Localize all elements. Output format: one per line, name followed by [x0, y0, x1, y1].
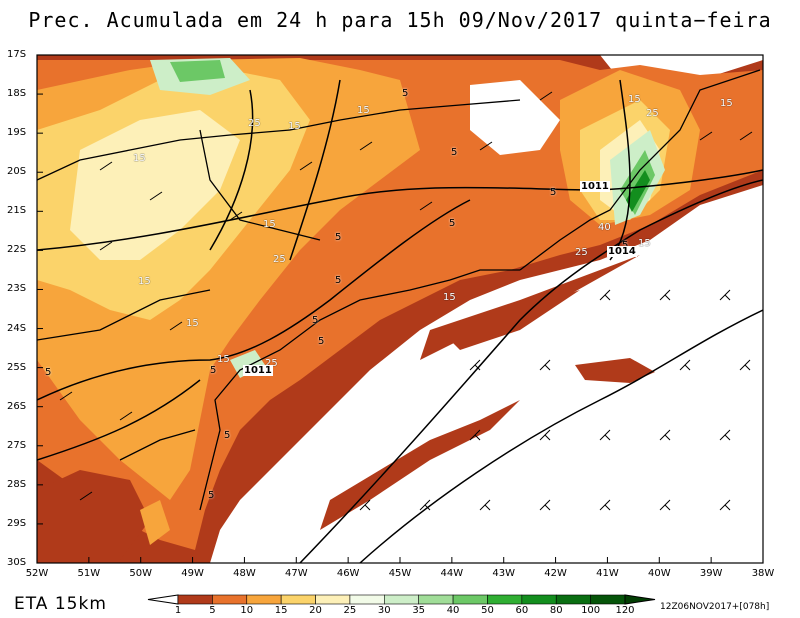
colorbar-over-triangle [624, 594, 656, 605]
colorbar-level-label: 15 [274, 605, 288, 616]
map-title: Prec. Acumulada em 24 h para 15h 09/Nov/… [28, 8, 772, 32]
lon-label: 39W [699, 568, 723, 579]
run-label: 12Z06NOV2017+[078h] [660, 602, 770, 612]
colorbar-level-label: 35 [412, 605, 426, 616]
lon-label: 44W [440, 568, 464, 579]
lat-label: 23S [7, 283, 27, 295]
colorbar-swatch [590, 594, 626, 605]
lon-label: 38W [751, 568, 775, 579]
colorbar-swatch [418, 594, 454, 605]
lon-label: 40W [647, 568, 671, 579]
lat-label: 28S [7, 478, 27, 490]
colorbar-swatch [384, 594, 419, 605]
contour-label: 5 [45, 367, 52, 378]
colorbar-level-label: 120 [615, 605, 635, 616]
lat-label: 26S [7, 400, 27, 412]
contour-label: 15 [638, 238, 651, 249]
contour-label: 25 [248, 118, 261, 129]
colorbar-level-label: 80 [549, 605, 563, 616]
contour-label: 15 [263, 219, 276, 230]
contour-label: 5 [224, 430, 231, 441]
isobar-label: 1011 [243, 365, 273, 376]
colorbar-level-label: 20 [309, 605, 322, 616]
colorbar-level-label: 25 [343, 605, 357, 616]
contour-label: 15 [288, 121, 301, 132]
wind-barbs [59, 91, 753, 511]
contour-label: 25 [265, 358, 278, 369]
lon-label: 46W [336, 568, 360, 579]
lon-label: 48W [233, 568, 256, 579]
colorbar-swatch [349, 594, 385, 605]
lon-label: 52W [25, 568, 49, 579]
lat-label: 18S [7, 88, 27, 100]
colorbar-level-label: 50 [481, 605, 494, 616]
lon-label: 49W [181, 568, 204, 579]
colorbar-level-label: 10 [240, 605, 254, 616]
colorbar-swatch [246, 594, 282, 605]
colorbar-swatch [555, 594, 591, 605]
lat-label: 22S [7, 244, 27, 256]
lon-label: 45W [388, 568, 412, 579]
lat-label: 30S [7, 557, 27, 568]
contour-label: 5 [402, 88, 409, 99]
lat-label: 25S [7, 361, 27, 373]
lon-label: 41W [596, 568, 619, 579]
isobar-label: 1011 [580, 181, 610, 192]
colorbar-level-label: 1 [174, 605, 182, 616]
lat-label: 27S [7, 439, 27, 451]
contour-label: 5 [550, 187, 557, 198]
lat-label: 29S [7, 517, 27, 529]
contour-label: 5 [335, 275, 342, 286]
contour-label: 5 [449, 218, 456, 229]
lat-label: 17S [7, 49, 27, 60]
colorbar-swatch [452, 594, 488, 605]
colorbar-swatch [521, 594, 557, 605]
contour-label: 25 [575, 247, 588, 258]
lat-label: 24S [7, 322, 27, 334]
contour-label: 5 [622, 240, 628, 251]
lon-label: 51W [77, 568, 101, 579]
lat-label: 19S [7, 127, 27, 139]
lat-label: 20S [7, 166, 27, 178]
colorbar-swatch [315, 594, 351, 605]
colorbar-swatch [177, 594, 213, 605]
contour-label: 5 [451, 147, 458, 158]
colorbar-level-label: 5 [209, 605, 216, 616]
colorbar-level-label: 30 [377, 605, 391, 616]
contour-label: 15 [133, 153, 146, 164]
colorbar-level-label: 40 [446, 605, 460, 616]
colorbar-level-label: 100 [581, 605, 601, 616]
contour-label: 40 [598, 222, 611, 233]
colorbar-swatch [487, 594, 523, 605]
contour-label: 15 [357, 105, 370, 116]
colorbar-under-triangle [147, 594, 179, 605]
contour-label: 5 [318, 336, 325, 347]
colorbar-swatch [280, 594, 316, 605]
contour-label: 15 [720, 98, 733, 109]
contour-label: 15 [186, 318, 199, 329]
isobars [37, 79, 763, 563]
contour-label: 25 [273, 254, 286, 265]
lat-label: 21S [7, 205, 27, 217]
contour-label: 15 [138, 276, 151, 287]
contour-label: 15 [628, 94, 641, 105]
contour-label: 15 [217, 354, 230, 365]
lon-label: 43W [492, 568, 516, 579]
contour-label: 5 [210, 365, 217, 376]
contour-label: 25 [646, 108, 659, 119]
colorbar-level-label: 60 [515, 605, 529, 616]
isobar-label: 1014 [607, 246, 637, 257]
contour-label: 5 [335, 232, 342, 243]
contour-label: 15 [443, 292, 456, 303]
lon-label: 50W [129, 568, 153, 579]
lon-label: 47W [284, 568, 308, 579]
contour-label: 5 [312, 315, 319, 326]
colorbar-swatch [212, 594, 248, 605]
lon-label: 42W [544, 568, 567, 579]
contour-label: 5 [208, 490, 215, 501]
model-label: ETA 15km [14, 594, 107, 614]
coastlines-and-borders [37, 69, 761, 511]
